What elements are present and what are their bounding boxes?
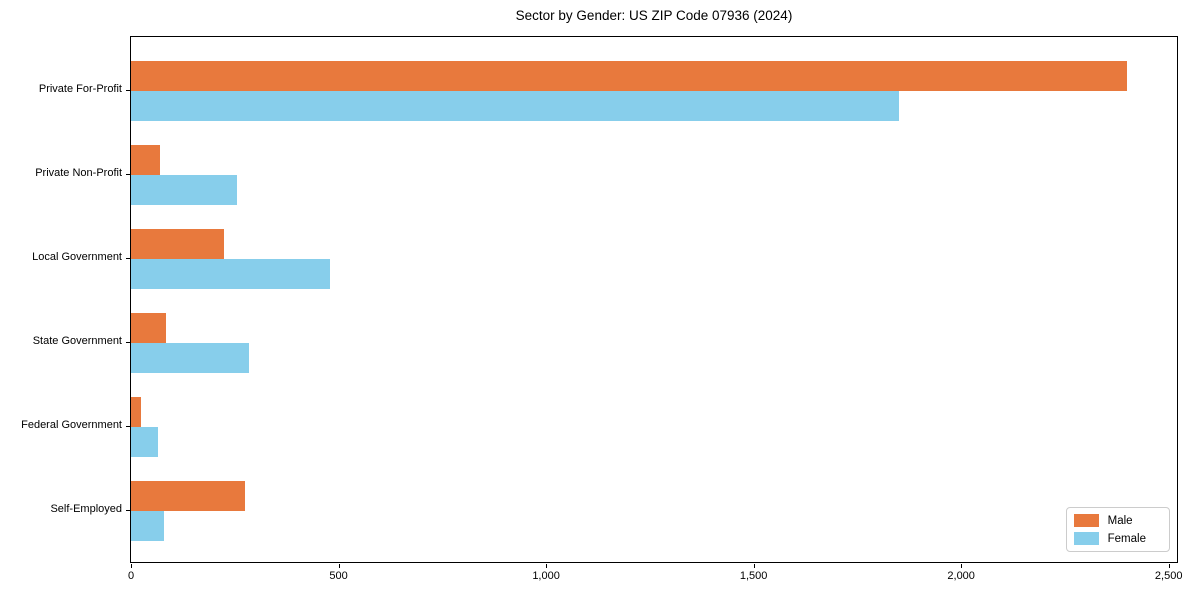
y-tick-label-4: Federal Government <box>21 419 122 431</box>
bar-female-1 <box>131 175 237 205</box>
bar-female-5 <box>131 511 165 541</box>
bar-male-1 <box>131 145 161 175</box>
plot-area: Male Female <box>130 36 1178 563</box>
y-tick-mark-5 <box>126 510 130 511</box>
x-tick-label-1: 500 <box>329 570 348 582</box>
x-tick-label-0: 0 <box>127 570 135 582</box>
legend-swatch-female <box>1073 532 1099 545</box>
legend-item-female: Female <box>1073 532 1160 545</box>
y-tick-label-0: Private For-Profit <box>38 83 122 95</box>
x-tick-mark-5 <box>1168 564 1170 568</box>
legend-label-male: Male <box>1107 514 1133 527</box>
y-tick-label-1: Private Non-Profit <box>35 167 122 179</box>
x-tick-mark-1 <box>338 564 340 568</box>
y-tick-label-5: Self-Employed <box>50 503 122 515</box>
bar-male-3 <box>131 313 167 343</box>
bar-female-4 <box>131 427 158 457</box>
chart-title: Sector by Gender: US ZIP Code 07936 (202… <box>515 8 793 23</box>
bar-male-0 <box>131 61 1128 91</box>
y-tick-mark-1 <box>126 174 130 175</box>
bar-female-2 <box>131 259 331 289</box>
x-tick-label-4: 2,000 <box>947 570 975 582</box>
bar-group-1 <box>131 133 1177 217</box>
legend: Male Female <box>1065 507 1170 552</box>
bar-female-3 <box>131 343 250 373</box>
x-tick-label-3: 1,500 <box>739 570 768 582</box>
x-tick-label-5: 2,500 <box>1154 570 1183 582</box>
y-tick-mark-4 <box>126 426 130 427</box>
x-tick-mark-2 <box>546 564 548 568</box>
legend-label-female: Female <box>1107 532 1146 545</box>
legend-swatch-male <box>1073 514 1099 527</box>
x-tick-label-2: 1,000 <box>532 570 560 582</box>
y-tick-mark-0 <box>126 90 130 91</box>
bar-group-2 <box>131 217 1177 301</box>
y-tick-label-3: State Government <box>32 335 122 347</box>
bar-group-5 <box>131 469 1177 553</box>
bar-group-3 <box>131 301 1177 385</box>
y-tick-label-2: Local Government <box>32 251 122 263</box>
bar-female-0 <box>131 91 899 121</box>
x-tick-mark-3 <box>753 564 755 568</box>
bar-group-4 <box>131 385 1177 469</box>
y-tick-mark-3 <box>126 342 130 343</box>
x-tick-mark-0 <box>131 564 132 568</box>
bar-group-0 <box>131 49 1177 133</box>
y-tick-mark-2 <box>126 258 130 259</box>
legend-item-male: Male <box>1073 514 1160 527</box>
bar-male-4 <box>131 397 142 427</box>
x-tick-mark-4 <box>961 564 963 568</box>
bar-male-5 <box>131 481 246 511</box>
bar-male-2 <box>131 229 225 259</box>
